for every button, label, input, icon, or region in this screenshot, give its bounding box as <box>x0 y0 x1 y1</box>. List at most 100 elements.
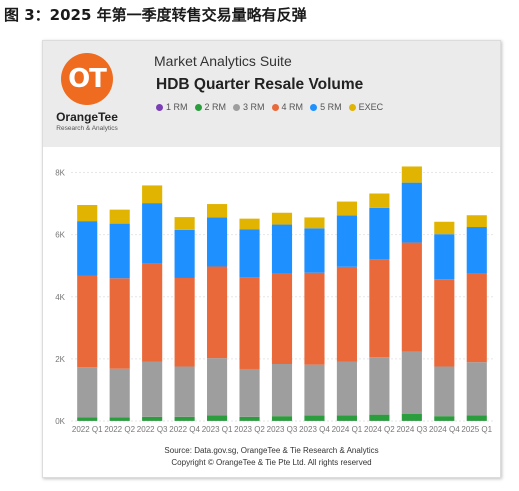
bar-segment[interactable] <box>336 415 357 421</box>
source-note: Source: Data.gov.sg, OrangeTee & Tie Res… <box>164 446 379 455</box>
orangetee-logo-icon: OT <box>61 53 113 105</box>
x-tick-label: 2024 Q1 <box>332 425 363 434</box>
bar-segment[interactable] <box>207 358 228 416</box>
bar-segment[interactable] <box>271 273 293 365</box>
bar-segment[interactable] <box>466 362 487 416</box>
legend-item[interactable]: EXEC <box>348 102 384 112</box>
bar-segment[interactable] <box>271 416 293 421</box>
legend-label: 4 RM <box>281 102 304 112</box>
bar-segment[interactable] <box>434 279 455 367</box>
figure-title: 图 3：2025 年第一季度转售交易量略有反弹 <box>4 6 307 24</box>
x-tick-label: 2023 Q3 <box>267 425 298 434</box>
bar-segment[interactable] <box>434 221 455 235</box>
logo-name: OrangeTee <box>56 110 118 124</box>
bar-segment[interactable] <box>109 417 130 421</box>
bar-segment[interactable] <box>434 366 455 417</box>
bar-segment[interactable] <box>174 229 195 278</box>
bar-segment[interactable] <box>369 357 390 415</box>
bar-segment[interactable] <box>174 217 195 230</box>
x-tick-label: 2023 Q4 <box>299 425 330 434</box>
legend-label: EXEC <box>358 102 384 112</box>
logo-tagline: Research & Analytics <box>56 125 118 132</box>
bar-segment[interactable] <box>304 217 325 229</box>
bar-segment[interactable] <box>369 193 390 208</box>
bar-segment[interactable] <box>401 166 422 183</box>
bar-segment[interactable] <box>271 224 293 274</box>
bar-segment[interactable] <box>77 417 98 421</box>
bar-segment[interactable] <box>174 416 195 421</box>
x-tick-label: 2023 Q1 <box>202 425 233 434</box>
bar-segment[interactable] <box>336 266 357 362</box>
bar-segment[interactable] <box>466 227 487 274</box>
bar-segment[interactable] <box>401 414 422 421</box>
legend-item[interactable]: 5 RM <box>310 102 342 112</box>
bar-segment[interactable] <box>304 228 325 273</box>
legend-item[interactable]: 3 RM <box>233 102 265 112</box>
bar-segment[interactable] <box>466 215 487 228</box>
x-tick-label: 2022 Q1 <box>72 425 103 434</box>
bar-segment[interactable] <box>239 277 260 369</box>
bar-segment[interactable] <box>142 416 163 421</box>
bar-segment[interactable] <box>239 416 260 421</box>
legend-item[interactable]: 1 RM <box>156 102 188 112</box>
bar-segment[interactable] <box>466 273 487 363</box>
bar-segment[interactable] <box>174 366 195 417</box>
bar-segment[interactable] <box>271 212 293 225</box>
bar-segment[interactable] <box>434 234 455 280</box>
bar-segment[interactable] <box>142 203 163 264</box>
bar-segment[interactable] <box>109 368 130 418</box>
bar-segment[interactable] <box>239 218 260 230</box>
bar-segment[interactable] <box>336 361 357 416</box>
bar-segment[interactable] <box>109 223 130 279</box>
chart-legend: 1 RM 2 RM 3 RM 4 RM 5 RM EXEC <box>156 102 383 112</box>
bar-segment[interactable] <box>174 277 195 367</box>
bar-segment[interactable] <box>239 229 260 278</box>
copyright-note: Copyright © OrangeTee & Tie Pte Ltd. All… <box>171 458 372 467</box>
bar-segment[interactable] <box>336 215 357 267</box>
bar-segment[interactable] <box>207 266 228 359</box>
bar-segment[interactable] <box>207 415 228 421</box>
bar-segment[interactable] <box>401 182 422 243</box>
bar-segment[interactable] <box>369 414 390 421</box>
bar-segment[interactable] <box>77 221 98 276</box>
bar-segment[interactable] <box>142 263 163 362</box>
x-tick-label: 2025 Q1 <box>461 425 492 434</box>
x-tick-label: 2024 Q2 <box>364 425 395 434</box>
legend-label: 5 RM <box>320 102 342 112</box>
legend-dot-icon <box>310 103 318 111</box>
bar-segment[interactable] <box>77 204 98 222</box>
bar-segment[interactable] <box>142 185 163 204</box>
legend-item[interactable]: 4 RM <box>271 102 304 112</box>
bar-segment[interactable] <box>304 364 325 416</box>
bar-segment[interactable] <box>109 209 130 224</box>
x-tick-label: 2024 Q3 <box>396 425 427 434</box>
legend-item[interactable]: 2 RM <box>194 102 227 112</box>
bar-segment[interactable] <box>207 217 228 267</box>
x-tick-label: 2023 Q2 <box>234 425 265 434</box>
legend-label: 2 RM <box>204 102 227 112</box>
report-header: OT OrangeTee Research & Analytics Market… <box>43 41 500 147</box>
bar-segment[interactable] <box>109 278 130 369</box>
chart-title: HDB Quarter Resale Volume <box>156 76 364 93</box>
bar-segment[interactable] <box>239 368 260 417</box>
x-tick-label: 2022 Q4 <box>169 425 200 434</box>
bar-segment[interactable] <box>434 416 455 421</box>
legend-dot-icon <box>271 103 279 111</box>
bar-segment[interactable] <box>271 364 293 417</box>
legend-dot-icon <box>348 103 356 111</box>
legend-dot-icon <box>156 103 163 111</box>
bar-segment[interactable] <box>304 272 325 365</box>
bar-segment[interactable] <box>369 259 390 358</box>
bar-segment[interactable] <box>207 204 228 218</box>
bar-segment[interactable] <box>401 351 422 415</box>
bar-segment[interactable] <box>77 275 98 368</box>
bar-segment[interactable] <box>142 361 163 417</box>
bar-segment[interactable] <box>369 207 390 260</box>
bar-segment[interactable] <box>401 242 422 352</box>
bar-segment[interactable] <box>77 367 98 418</box>
bar-segment[interactable] <box>304 415 325 421</box>
bar-segment[interactable] <box>466 415 487 421</box>
report-panel: OT OrangeTee Research & Analytics Market… <box>42 40 501 478</box>
bar-segment[interactable] <box>336 201 357 216</box>
